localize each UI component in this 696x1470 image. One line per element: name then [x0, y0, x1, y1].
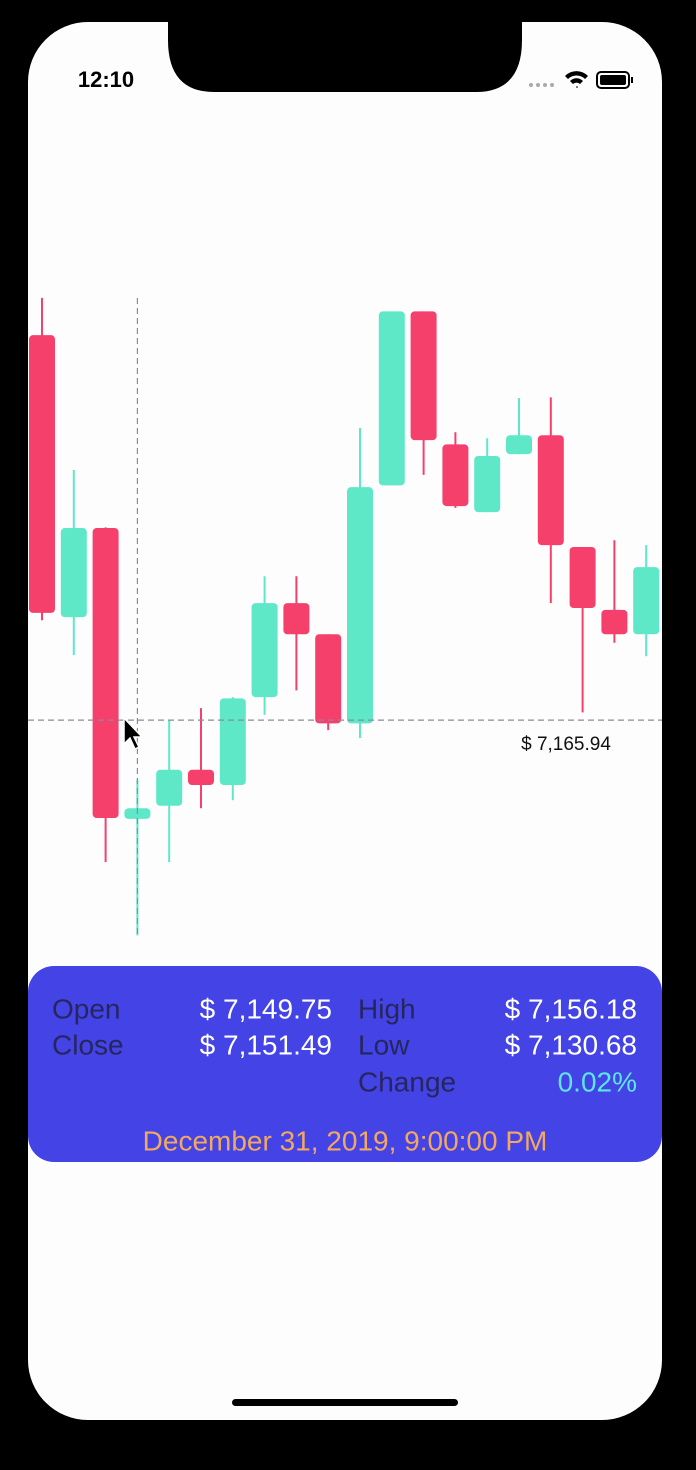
candle-body [92, 528, 119, 819]
status-icons [529, 71, 633, 89]
close-value: $ 7,151.49 [200, 1029, 332, 1060]
candle-body [347, 487, 373, 724]
status-time: 12:10 [78, 67, 134, 92]
high-value: $ 7,156.18 [505, 993, 637, 1024]
candle-body [569, 546, 596, 609]
candle-body [601, 609, 628, 635]
screen [28, 22, 662, 1420]
chart: $ 7,165.94 [28, 297, 662, 936]
candle-body [29, 335, 55, 613]
candle-body [283, 603, 310, 635]
candle-body [633, 567, 660, 635]
low-label: Low [358, 1029, 410, 1060]
candle-body [537, 435, 564, 546]
close-label: Close [52, 1029, 124, 1060]
candle-body [315, 634, 342, 724]
home-indicator [232, 1399, 458, 1406]
candle-body [442, 444, 469, 507]
candle-body [378, 311, 405, 486]
change-label: Change [358, 1066, 456, 1097]
candle-body [219, 698, 246, 786]
info-panel [28, 966, 662, 1162]
candle-body [410, 311, 437, 441]
change-value: 0.02% [558, 1066, 637, 1097]
date: December 31, 2019, 9:00:00 PM [143, 1125, 548, 1156]
low-value: $ 7,130.68 [505, 1029, 637, 1060]
high-label: High [358, 993, 416, 1024]
candle-body [60, 528, 87, 618]
notch [168, 22, 522, 92]
candle-body [251, 603, 278, 698]
open-value: $ 7,149.75 [200, 993, 332, 1024]
cursor [123, 716, 144, 751]
crosshair-label: $ 7,165.94 [521, 734, 611, 755]
candle-body [188, 769, 214, 786]
candle-body [474, 456, 501, 513]
candle-body [506, 435, 532, 455]
candle-body [156, 769, 183, 806]
open-label: Open [52, 993, 121, 1024]
